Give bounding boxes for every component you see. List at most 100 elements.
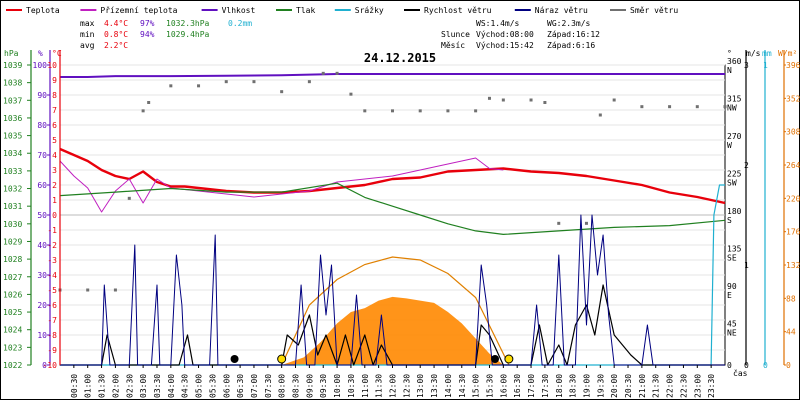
temp-tick-label: -2 — [47, 241, 57, 250]
x-tick-label: 02:30 — [125, 374, 134, 398]
legend-label: Rychlost větru — [424, 6, 492, 15]
hpa-tick-label: 1039 — [3, 61, 22, 70]
hpa-tick-label: 1022 — [3, 361, 22, 370]
x-tick-label: 05:30 — [208, 374, 217, 398]
x-tick-label: 02:00 — [111, 374, 120, 398]
series-line-teplota — [59, 147, 726, 205]
pct-tick-label: 30 — [37, 271, 47, 280]
wind-direction-point — [307, 80, 311, 84]
wind-direction-point — [169, 84, 173, 88]
temp-tick-label: -5 — [47, 286, 57, 295]
pct-tick-label: 60 — [37, 181, 47, 190]
hpa-tick-label: 1035 — [3, 132, 22, 141]
wind-direction-point — [335, 71, 339, 75]
info-ws: WS:1.4m/s — [476, 19, 520, 28]
legend-label: Vlhkost — [222, 6, 256, 15]
dir-tick-label: 225 — [727, 170, 742, 179]
temp-tick-label: 6 — [52, 121, 57, 130]
ms-tick-label: 0 — [744, 361, 749, 370]
hpa-tick-label: 1026 — [3, 290, 22, 299]
hpa-tick-label: 1034 — [3, 149, 22, 158]
pct-tick-label: 10 — [37, 331, 47, 340]
wind-direction-point — [612, 98, 616, 102]
x-tick-label: 07:30 — [264, 374, 273, 398]
ms-axis-unit: m/s — [746, 49, 761, 58]
stat-avg-temp: 2.2°C — [104, 41, 128, 50]
hpa-tick-label: 1031 — [3, 202, 22, 211]
x-tick-label: 00:30 — [70, 374, 79, 398]
wind-direction-point — [147, 101, 151, 104]
info-wg: WG:2.3m/s — [547, 19, 591, 28]
pct-tick-label: 50 — [37, 211, 47, 220]
x-tick-label: 11:00 — [361, 374, 370, 398]
pct-tick-label: 20 — [37, 301, 47, 310]
dir-tick-label: 360 — [727, 57, 742, 66]
hpa-tick-label: 1029 — [3, 237, 22, 246]
wind-direction-point — [446, 109, 450, 113]
temp-tick-label: -4 — [47, 271, 57, 280]
legend-label: Tlak — [296, 6, 315, 15]
x-tick-label: 22:00 — [666, 374, 675, 398]
stat-min-press: 1029.4hPa — [166, 30, 210, 39]
x-tick-label: 03:00 — [139, 374, 148, 398]
dir-tick-label: SE — [727, 254, 737, 263]
wm2-tick-label: 396 — [786, 61, 800, 70]
x-tick-label: 01:00 — [84, 374, 93, 398]
x-tick-label: 21:00 — [638, 374, 647, 398]
pct-tick-label: 40 — [37, 241, 47, 250]
temp-tick-label: 3 — [52, 166, 57, 175]
pct-tick-label: 100 — [33, 61, 48, 70]
x-tick-label: 17:30 — [541, 374, 550, 398]
x-tick-label: 05:00 — [195, 374, 204, 398]
hpa-tick-label: 1028 — [3, 255, 22, 264]
mm-axis-unit: mm — [762, 49, 772, 58]
sun-marker — [504, 354, 514, 364]
hpa-tick-label: 1033 — [3, 167, 22, 176]
x-tick-label: 04:00 — [167, 374, 176, 398]
dir-tick-label: N — [727, 66, 732, 75]
wind-direction-point — [363, 109, 367, 113]
stat-avg-label: avg — [80, 41, 95, 50]
x-tick-label: 23:00 — [693, 374, 702, 398]
x-tick-label: 16:00 — [499, 374, 508, 398]
x-tick-label: 09:00 — [305, 374, 314, 398]
temp-tick-label: 2 — [52, 181, 57, 190]
x-tick-label: 01:30 — [98, 374, 107, 398]
temp-tick-label: -3 — [47, 256, 57, 265]
wm2-tick-label: 308 — [786, 128, 800, 137]
temp-tick-label: -10 — [43, 361, 58, 370]
dir-tick-label: 270 — [727, 132, 742, 141]
x-tick-label: 03:30 — [153, 374, 162, 398]
x-tick-label: 19:30 — [596, 374, 605, 398]
hpa-tick-label: 1037 — [3, 96, 22, 105]
temp-tick-label: -1 — [47, 226, 57, 235]
wind-direction-point — [640, 105, 644, 109]
legend-label: Směr větru — [630, 6, 678, 15]
wm2-axis-unit: W/m² — [778, 49, 797, 58]
series-line-tlak — [59, 182, 726, 235]
dir-tick-label: 0 — [727, 361, 732, 370]
series-line-p-zemn-teplota — [59, 157, 504, 213]
info-sun-set: Západ:16:12 — [547, 30, 600, 39]
x-tick-label: 14:30 — [458, 374, 467, 398]
x-tick-label: 07:00 — [250, 374, 259, 398]
x-tick-label: 22:30 — [679, 374, 688, 398]
temp-tick-label: 7 — [52, 106, 57, 115]
wind-direction-point — [543, 101, 547, 104]
temp-tick-label: 9 — [52, 76, 57, 85]
moon-marker — [230, 355, 239, 363]
x-axis-label: čas — [733, 368, 748, 378]
info-moon-label: Měsíc — [441, 41, 465, 50]
x-tick-label: 04:30 — [181, 374, 190, 398]
wind-direction-point — [349, 92, 353, 96]
x-tick-label: 17:00 — [527, 374, 536, 398]
dir-tick-label: SW — [727, 179, 737, 188]
info-moon-rise: Východ:15:42 — [476, 41, 534, 50]
chart-title: 24.12.2015 — [364, 51, 436, 65]
stat-max-label: max — [80, 19, 95, 28]
temp-tick-label: 0 — [52, 211, 57, 220]
wind-direction-point — [598, 113, 602, 117]
stat-max-press: 1032.3hPa — [166, 19, 210, 28]
wind-direction-point — [141, 109, 145, 113]
wm2-tick-label: 264 — [786, 161, 800, 170]
